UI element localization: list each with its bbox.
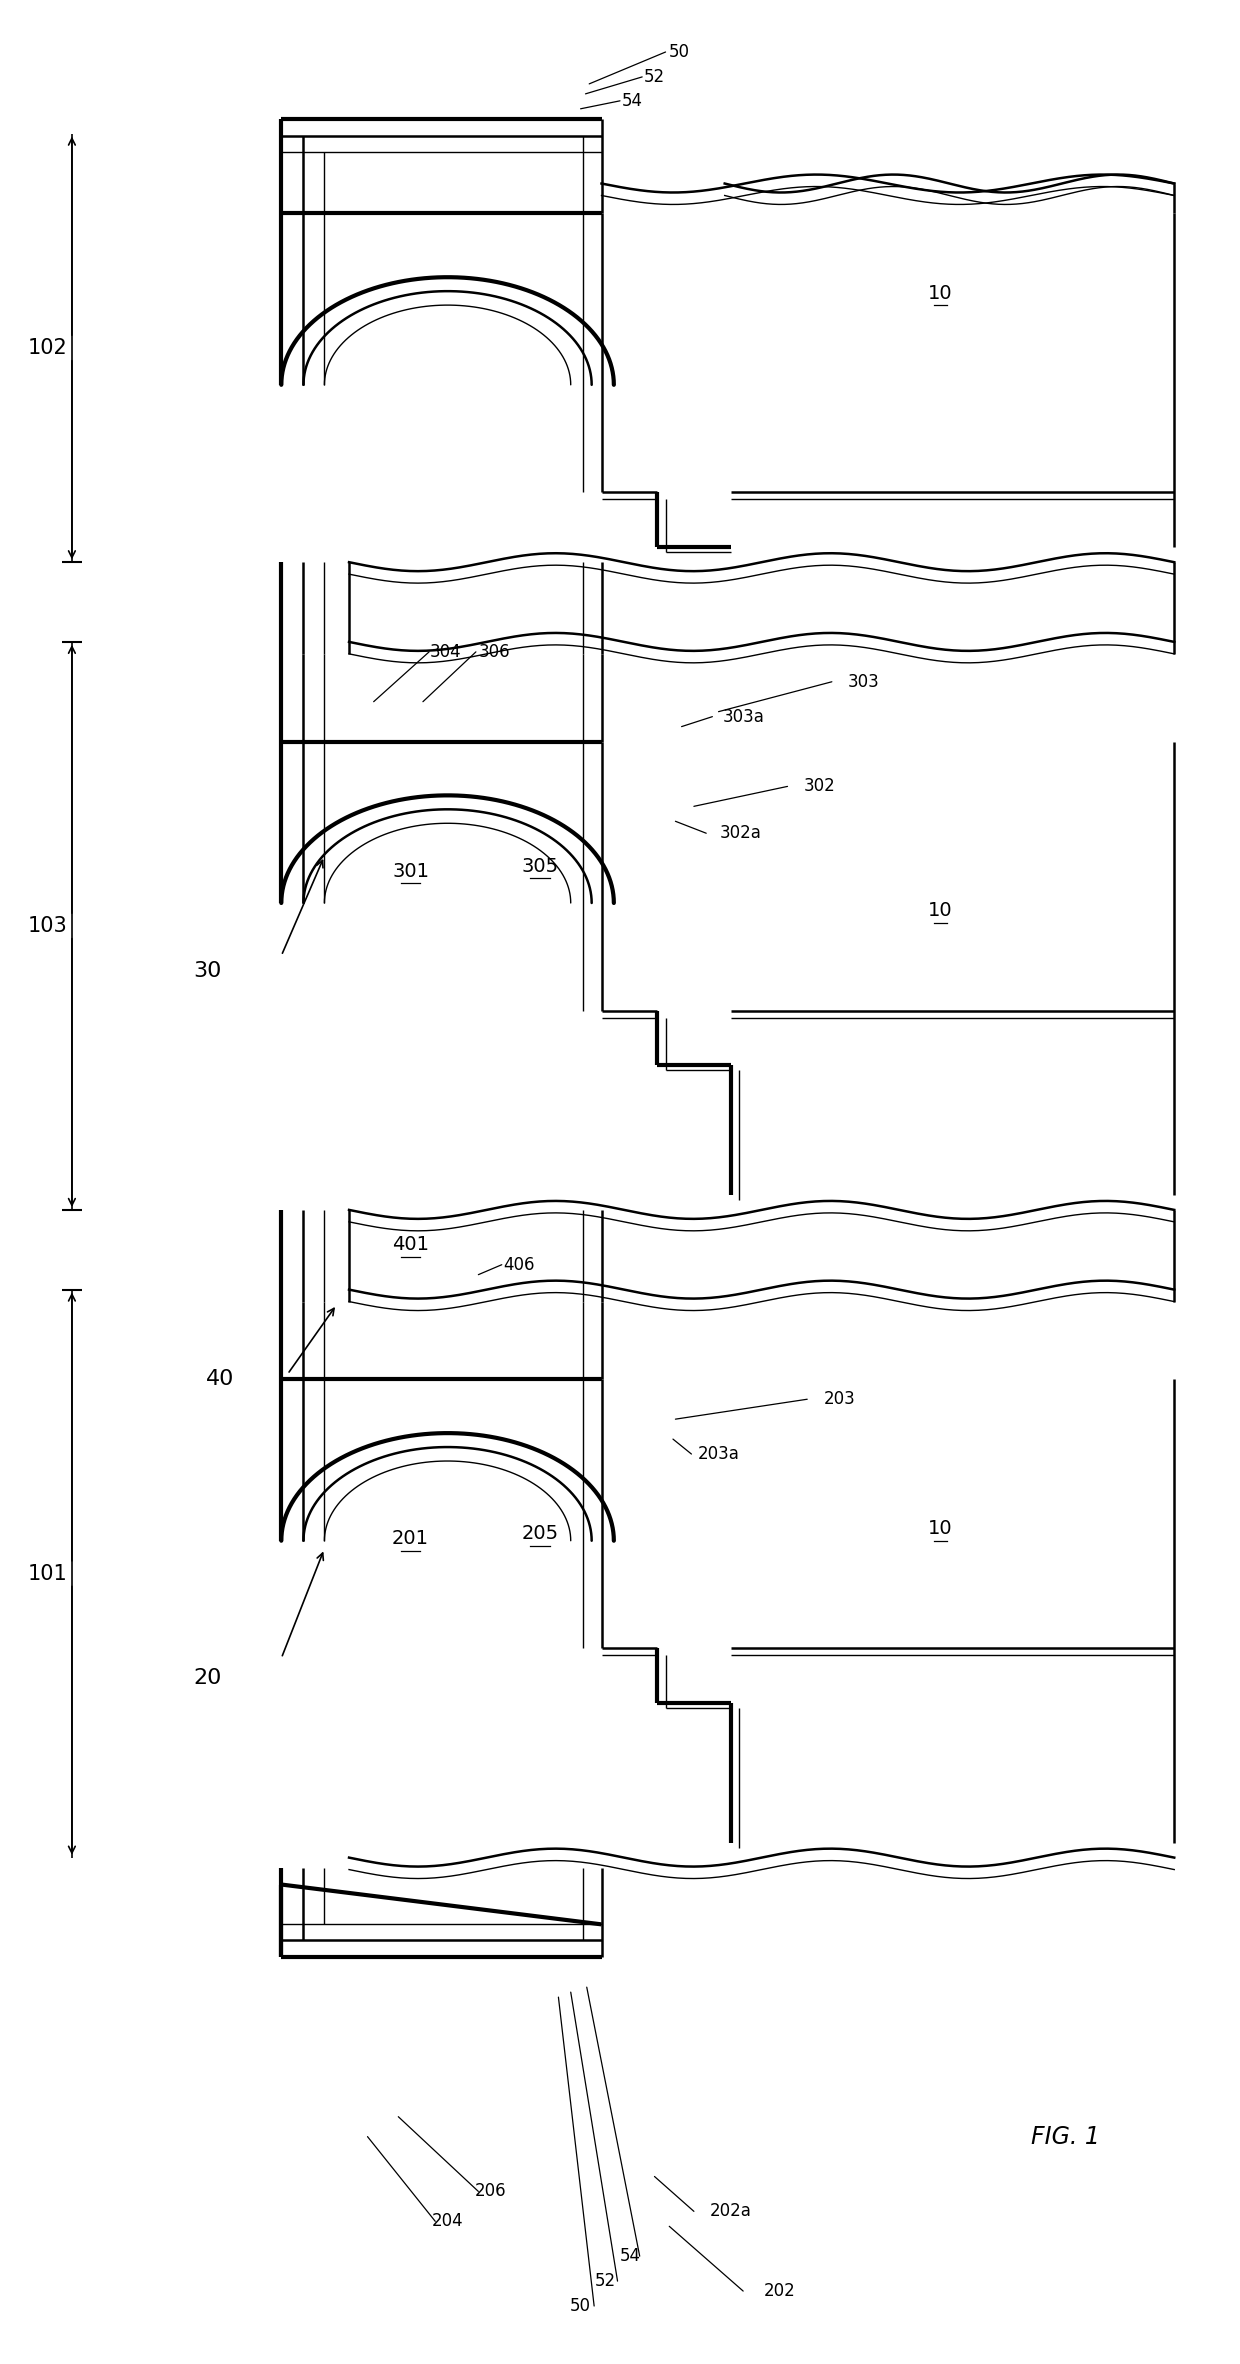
Text: 50: 50 [668, 43, 689, 61]
Text: 205: 205 [521, 1525, 558, 1544]
Text: 50: 50 [570, 2298, 591, 2314]
Text: 303: 303 [848, 674, 879, 690]
Text: 406: 406 [503, 1255, 534, 1274]
Text: 202: 202 [764, 2281, 796, 2300]
Text: 305: 305 [521, 856, 558, 875]
Text: 10: 10 [928, 1520, 952, 1539]
Text: 203: 203 [823, 1390, 856, 1409]
Text: 40: 40 [206, 1369, 234, 1390]
Text: 52: 52 [644, 69, 665, 85]
Text: 303a: 303a [722, 707, 764, 726]
Text: 103: 103 [27, 915, 67, 936]
Text: 204: 204 [432, 2213, 464, 2229]
Text: 54: 54 [619, 2248, 640, 2265]
Text: 101: 101 [27, 1563, 67, 1584]
Text: 10: 10 [928, 901, 952, 920]
Text: 10: 10 [928, 284, 952, 303]
Text: 401: 401 [392, 1236, 429, 1255]
Text: 302: 302 [804, 778, 836, 794]
Text: 206: 206 [475, 2182, 506, 2201]
Text: 52: 52 [595, 2272, 616, 2291]
Text: 306: 306 [479, 643, 510, 662]
Text: 202a: 202a [711, 2203, 751, 2220]
Text: 301: 301 [392, 860, 429, 882]
Text: 30: 30 [193, 960, 222, 981]
Text: FIG. 1: FIG. 1 [1032, 2125, 1100, 2149]
Text: 201: 201 [392, 1530, 429, 1548]
Text: 102: 102 [27, 338, 67, 357]
Text: 54: 54 [621, 92, 642, 109]
Text: 20: 20 [193, 1669, 222, 1688]
Text: 203a: 203a [698, 1444, 739, 1463]
Text: 304: 304 [429, 643, 461, 662]
Text: 302a: 302a [719, 825, 761, 842]
